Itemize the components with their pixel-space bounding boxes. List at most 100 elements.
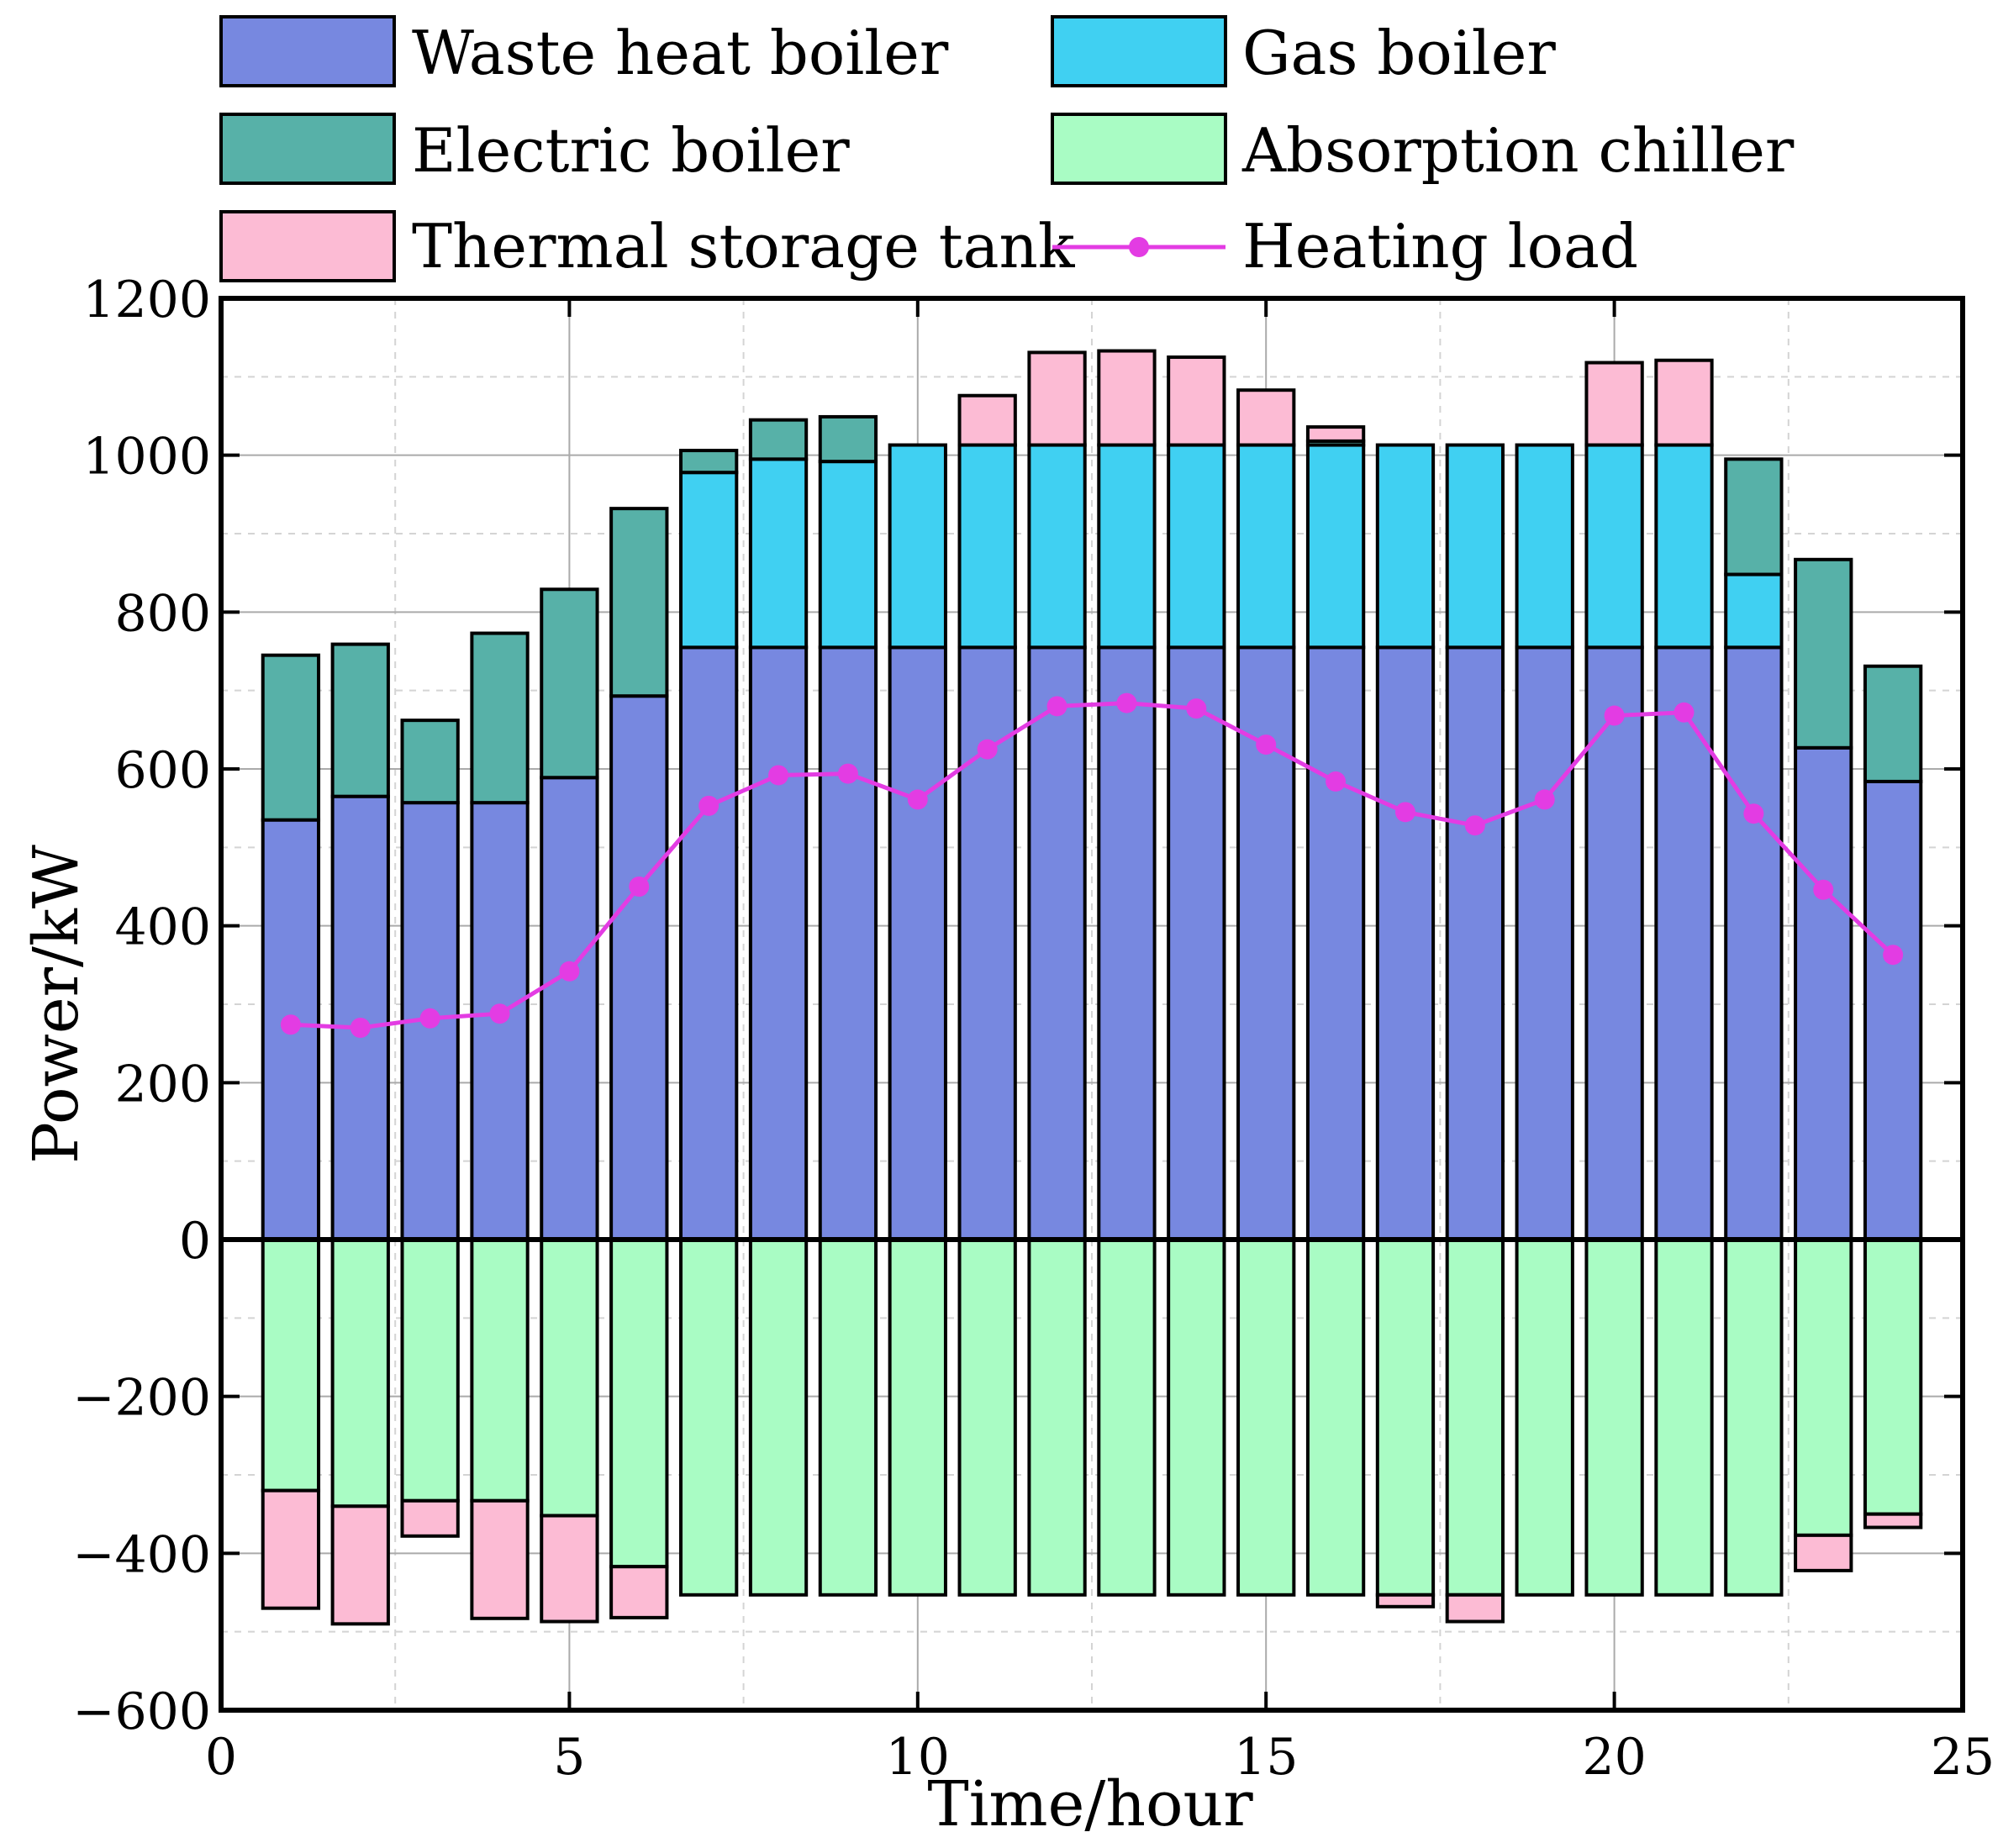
legend-label-waste-heat-boiler: Waste heat boiler — [412, 18, 949, 88]
bar-thermal-storage-tank — [1794, 1533, 1853, 1572]
bar-waste-heat-boiler — [1515, 645, 1574, 1241]
plot-frame — [219, 296, 1965, 1713]
bar-waste-heat-boiler — [1724, 645, 1784, 1241]
bar-gas-boiler — [1654, 443, 1714, 650]
legend-swatch-waste-heat-boiler — [219, 15, 396, 87]
bar-gas-boiler — [1584, 443, 1644, 650]
bar-waste-heat-boiler — [679, 645, 739, 1241]
legend-swatch-electric-boiler — [219, 113, 396, 185]
bar-electric-boiler — [1794, 557, 1853, 750]
y-tick-label: −600 — [72, 1682, 211, 1741]
bar-thermal-storage-tank — [1097, 349, 1157, 447]
bar-thermal-storage-tank — [609, 1565, 669, 1619]
bar-gas-boiler — [1305, 443, 1366, 650]
bar-absorption-chiller — [1794, 1238, 1853, 1537]
bar-electric-boiler — [540, 587, 599, 780]
bar-thermal-storage-tank — [1375, 1593, 1436, 1608]
heating-load-point — [1534, 789, 1555, 810]
bar-waste-heat-boiler — [818, 645, 878, 1241]
bar-gas-boiler — [1375, 443, 1436, 650]
bar-absorption-chiller — [1863, 1238, 1923, 1516]
bar-waste-heat-boiler — [1445, 645, 1505, 1241]
bar-absorption-chiller — [1027, 1238, 1087, 1597]
y-tick-label: 800 — [114, 584, 211, 643]
heating-load-point — [1046, 696, 1067, 717]
bar-gas-boiler — [888, 443, 947, 650]
heating-load-point — [1256, 734, 1277, 756]
legend-swatch-absorption-chiller — [1051, 113, 1227, 185]
heating-load-point — [1813, 879, 1834, 900]
bar-waste-heat-boiler — [1794, 745, 1853, 1241]
bar-waste-heat-boiler — [1654, 645, 1714, 1241]
bar-gas-boiler — [1445, 443, 1505, 650]
bar-gas-boiler — [1097, 443, 1157, 650]
heating-load-point — [1326, 771, 1347, 792]
bar-waste-heat-boiler — [888, 645, 947, 1241]
heating-load-point — [768, 765, 789, 786]
legend-label-gas-boiler: Gas boiler — [1242, 18, 1556, 88]
heating-load-point — [837, 763, 858, 784]
heating-load-point — [1394, 802, 1415, 823]
heating-load-point — [419, 1008, 440, 1029]
bar-waste-heat-boiler — [1305, 645, 1366, 1241]
legend-label-electric-boiler: Electric boiler — [412, 115, 850, 186]
bar-thermal-storage-tank — [261, 1488, 321, 1610]
heating-load-polyline — [290, 701, 1895, 1030]
bar-waste-heat-boiler — [1863, 779, 1923, 1241]
heating-load-point — [629, 877, 650, 897]
bar-gas-boiler — [1724, 572, 1784, 650]
bar-absorption-chiller — [261, 1238, 321, 1493]
bar-absorption-chiller — [1515, 1238, 1574, 1597]
bar-thermal-storage-tank — [540, 1514, 599, 1624]
bar-gas-boiler — [818, 460, 878, 650]
y-tick-label: 1000 — [82, 428, 211, 487]
bar-thermal-storage-tank — [1305, 425, 1366, 443]
bar-absorption-chiller — [1167, 1238, 1226, 1597]
bar-absorption-chiller — [1445, 1238, 1505, 1597]
y-tick-label: −400 — [72, 1525, 211, 1584]
heating-load-point — [1186, 698, 1207, 719]
heating-load-point — [489, 1003, 510, 1024]
bar-absorption-chiller — [1236, 1238, 1296, 1597]
bar-gas-boiler — [748, 457, 809, 650]
bar-thermal-storage-tank — [1445, 1593, 1505, 1624]
x-tick-label: 5 — [553, 1728, 585, 1787]
y-tick-label: −200 — [72, 1369, 211, 1428]
bar-waste-heat-boiler — [1097, 645, 1157, 1241]
bar-gas-boiler — [1167, 443, 1226, 650]
y-tick-label: 600 — [114, 741, 211, 800]
y-axis-label: Power/kW — [20, 845, 92, 1164]
bar-thermal-storage-tank — [330, 1504, 390, 1626]
axes: 0 5 10 15 20 25 −600 −400 −200 0 200 400 600 800 1000 1… — [72, 271, 1995, 1787]
bar-thermal-storage-tank — [1584, 361, 1644, 447]
x-tick-label: 15 — [1234, 1728, 1298, 1787]
x-tick-label: 10 — [886, 1728, 950, 1787]
heating-load-point — [559, 961, 580, 982]
y-tick-label: 1200 — [82, 271, 211, 329]
bar-absorption-chiller — [1305, 1238, 1366, 1597]
bar-absorption-chiller — [748, 1238, 809, 1597]
y-tick-label: 0 — [179, 1212, 211, 1271]
bar-absorption-chiller — [957, 1238, 1017, 1597]
bar-gas-boiler — [1027, 443, 1087, 650]
bar-thermal-storage-tank — [400, 1498, 460, 1538]
bar-electric-boiler — [1724, 457, 1784, 577]
heating-load-point — [698, 795, 719, 816]
legend: Waste heat boiler Gas boiler Electric bo… — [219, 15, 1795, 282]
bar-electric-boiler — [400, 719, 460, 805]
bar-absorption-chiller — [330, 1238, 390, 1508]
heating-load-point — [350, 1018, 371, 1038]
bar-electric-boiler — [1863, 664, 1923, 783]
heating-load-point — [1883, 945, 1904, 966]
y-tick-label: 400 — [114, 898, 211, 957]
x-tick-label: 25 — [1931, 1728, 1995, 1787]
bar-waste-heat-boiler — [1375, 645, 1436, 1241]
bar-absorption-chiller — [609, 1238, 669, 1569]
bar-electric-boiler — [818, 414, 878, 464]
bar-electric-boiler — [330, 642, 390, 798]
legend-label-heating-load: Heating load — [1242, 211, 1638, 282]
bar-gas-boiler — [957, 443, 1017, 650]
bar-absorption-chiller — [818, 1238, 878, 1597]
bar-absorption-chiller — [679, 1238, 739, 1597]
